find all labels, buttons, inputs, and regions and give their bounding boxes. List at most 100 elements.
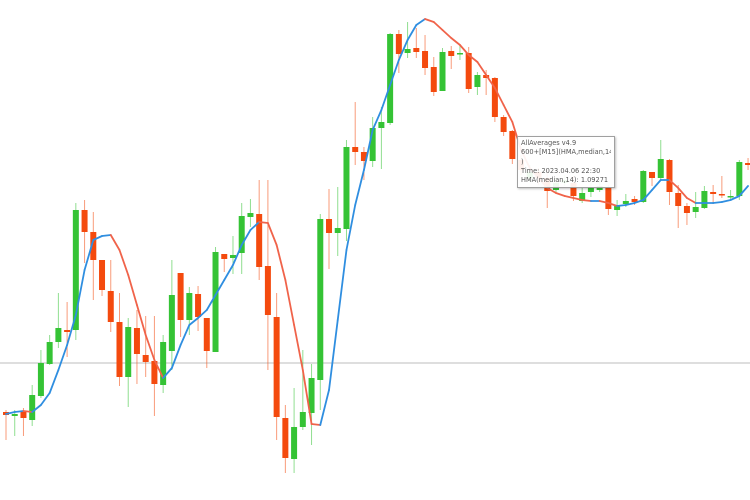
candle-body xyxy=(308,378,315,413)
tooltip-value: HMA(median,14): 1.09271 xyxy=(521,176,609,185)
candle-bullish xyxy=(387,33,394,125)
hma-segment xyxy=(459,44,470,56)
candle-body xyxy=(474,75,481,87)
candle-bearish xyxy=(90,212,97,300)
candle-bullish xyxy=(46,335,53,365)
candle-body xyxy=(151,361,158,384)
hma-segment xyxy=(13,410,25,413)
candle-body xyxy=(727,196,734,198)
hma-segment xyxy=(555,192,566,197)
candle-bearish xyxy=(151,316,158,416)
candle-body xyxy=(29,395,36,420)
candle-body xyxy=(736,162,743,196)
candle-bullish xyxy=(614,200,621,216)
candle-bullish xyxy=(168,260,175,370)
hma-segment xyxy=(92,235,103,241)
candle-bullish xyxy=(378,107,385,169)
candle-body xyxy=(334,228,341,233)
hma-segment xyxy=(319,389,330,426)
candle-body xyxy=(142,355,149,362)
candle-body xyxy=(291,427,298,459)
candle-bullish xyxy=(474,72,481,95)
hma-segment xyxy=(153,359,165,379)
hma-segment xyxy=(389,59,400,86)
hma-segment xyxy=(633,199,645,204)
hma-segment xyxy=(424,18,435,23)
candle-bullish xyxy=(125,318,132,407)
candle-body xyxy=(675,193,682,206)
candle-body xyxy=(587,188,594,192)
hma-segment xyxy=(223,264,234,281)
candle-body xyxy=(299,412,306,427)
candle-bearish xyxy=(195,286,202,331)
hma-segment xyxy=(712,201,723,204)
candle-body xyxy=(64,330,71,332)
hma-segment xyxy=(642,189,653,201)
hma-segment xyxy=(83,239,95,271)
tooltip-indicator-params: 600+[M15](HMA,median,14 xyxy=(521,148,611,157)
candle-bearish xyxy=(20,408,27,436)
hma-segment xyxy=(266,222,278,246)
hma-segment xyxy=(22,410,34,413)
candle-body xyxy=(369,128,376,161)
candle-body xyxy=(456,53,463,55)
candle-bearish xyxy=(273,293,280,440)
candle-bearish xyxy=(177,273,184,337)
candle-bearish xyxy=(282,405,289,473)
candle-bearish xyxy=(395,30,402,73)
candle-body xyxy=(465,53,472,89)
hma-segment xyxy=(57,344,69,371)
hma-segment xyxy=(310,423,322,426)
candle-body xyxy=(133,328,140,354)
hma-segment xyxy=(258,221,269,224)
candle-bullish xyxy=(701,186,708,209)
candle-bearish xyxy=(64,302,71,357)
tooltip-indicator-name: AllAverages v4.9 xyxy=(521,139,577,147)
hma-segment xyxy=(441,29,453,39)
candle-body xyxy=(46,342,53,364)
candle-body xyxy=(509,131,516,159)
hma-segment xyxy=(232,244,243,266)
candle-body xyxy=(247,213,254,217)
hma-segment xyxy=(170,344,182,369)
candle-body xyxy=(203,318,210,351)
candle-bearish xyxy=(256,180,263,280)
candle-bullish xyxy=(317,214,324,410)
hma-segment xyxy=(546,187,557,194)
candle-body xyxy=(99,260,106,290)
hma-segment xyxy=(284,279,295,326)
candle-bullish xyxy=(291,388,298,473)
candle-body xyxy=(81,210,88,232)
candle-bearish xyxy=(509,130,516,164)
candle-body xyxy=(264,266,271,315)
candle-body xyxy=(352,147,359,152)
candle-bullish xyxy=(456,45,463,60)
candle-bullish xyxy=(334,187,341,256)
hma-segment xyxy=(493,87,505,106)
candle-body xyxy=(229,255,236,258)
hma-segment xyxy=(354,169,365,206)
hma-segment xyxy=(563,195,575,199)
hma-segment xyxy=(598,200,610,204)
candle-bearish xyxy=(675,185,682,228)
candle-body xyxy=(186,293,193,320)
candle-bearish xyxy=(326,189,333,269)
candle-body xyxy=(387,34,394,123)
candle-bearish xyxy=(430,57,437,96)
candle-body xyxy=(718,194,725,196)
candle-bearish xyxy=(203,318,210,368)
candle-body xyxy=(168,295,175,351)
hma-segment xyxy=(127,274,138,306)
candle-body xyxy=(282,418,289,458)
hma-segment xyxy=(572,197,584,201)
candle-body xyxy=(238,216,245,253)
candle-body xyxy=(430,67,437,92)
candle-body xyxy=(395,34,402,54)
hma-segment xyxy=(301,369,313,425)
hma-segment xyxy=(450,37,461,46)
candle-bullish xyxy=(736,160,743,200)
hma-segment xyxy=(397,39,409,61)
candle-bearish xyxy=(142,316,149,377)
candle-body xyxy=(491,78,498,117)
